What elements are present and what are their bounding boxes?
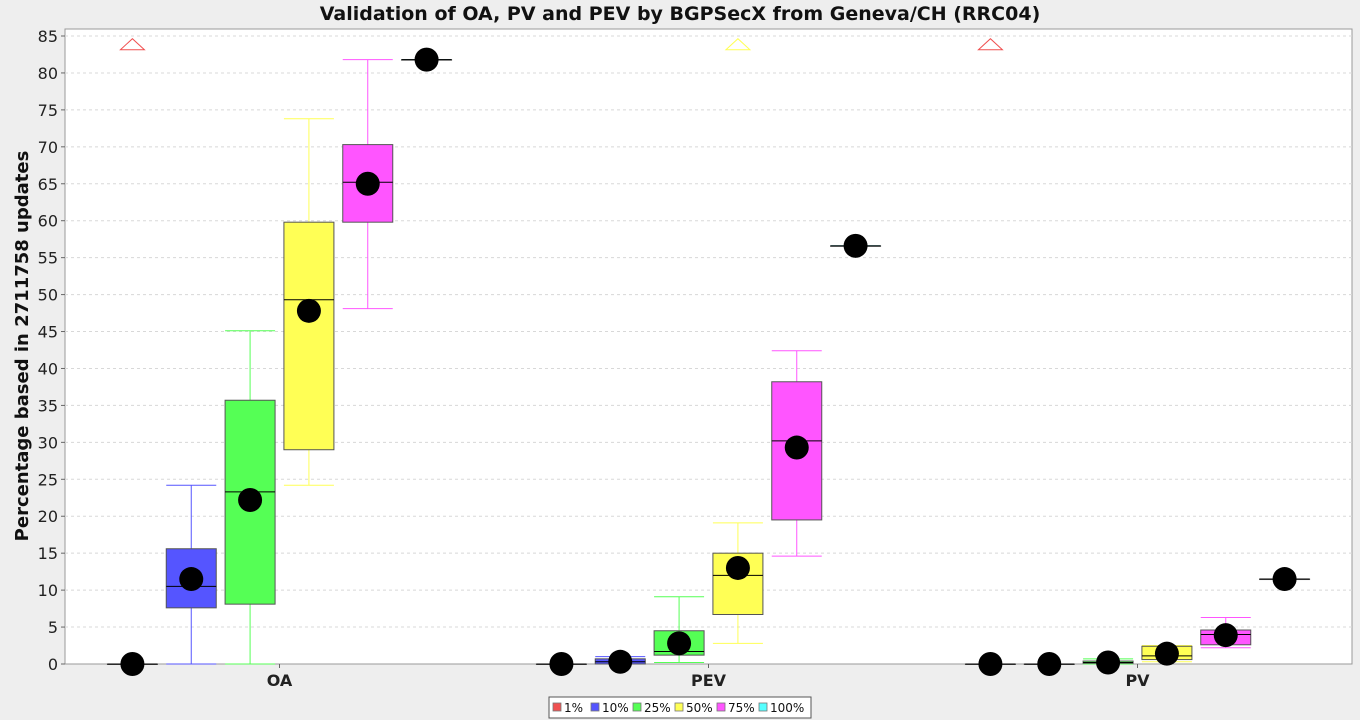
y-tick-label: 85	[38, 27, 58, 46]
mean-marker	[296, 298, 321, 323]
mean-marker	[1154, 641, 1179, 666]
mean-marker	[355, 171, 380, 196]
mean-marker	[238, 487, 263, 512]
box-OA-75%	[342, 59, 394, 310]
box-PEV-75%	[771, 350, 823, 557]
mean-marker	[414, 47, 439, 72]
y-tick-label: 0	[48, 655, 58, 674]
box-PV-25%	[1082, 650, 1134, 675]
legend-item: 50%	[674, 701, 713, 715]
box-OA-25%	[224, 330, 276, 665]
chart-title: Validation of OA, PV and PEV by BGPSecX …	[320, 3, 1041, 25]
legend-swatch	[632, 702, 642, 712]
box-PV-75%	[1200, 616, 1252, 649]
y-tick-label: 65	[38, 175, 58, 194]
legend-item: 75%	[716, 701, 755, 715]
box-OA-10%	[165, 484, 217, 665]
y-tick-label: 50	[38, 286, 58, 305]
mean-marker	[667, 631, 692, 656]
outlier-indicator	[977, 38, 1004, 51]
y-tick-label: 70	[38, 138, 58, 157]
y-tick-label: 60	[38, 212, 58, 231]
box-OA-1%	[106, 38, 158, 676]
y-axis-ticks: 0 5 10 15 20 25 30 35 40 45 50 55 60 65 70 75 80 85	[38, 27, 65, 674]
y-axis-label: Percentage based in 2711758 updates	[12, 151, 33, 542]
legend-label: 100%	[770, 701, 804, 715]
legend-item: 1%	[552, 701, 583, 715]
outlier-indicator	[724, 38, 752, 51]
box-PEV-1%	[535, 652, 587, 676]
legend-swatch	[590, 702, 600, 712]
legend-label: 75%	[728, 701, 755, 715]
mean-marker	[1096, 650, 1121, 675]
plot-area	[64, 28, 1353, 665]
legend-item: 100%	[758, 701, 804, 715]
y-tick-label: 15	[38, 544, 58, 563]
mean-marker	[843, 233, 868, 258]
y-tick-label: 30	[38, 433, 58, 452]
legend-label: 50%	[686, 701, 713, 715]
x-category-label: PEV	[691, 671, 727, 690]
box-PEV-50%	[712, 38, 764, 644]
legend-label: 10%	[602, 701, 629, 715]
box-PV-10%	[1023, 652, 1075, 676]
y-tick-label: 75	[38, 101, 58, 120]
mean-marker	[1272, 567, 1297, 592]
legend-item: 25%	[632, 701, 671, 715]
y-tick-label: 35	[38, 396, 58, 415]
legend-swatch	[552, 702, 562, 712]
y-tick-label: 45	[38, 323, 58, 342]
y-tick-label: 20	[38, 507, 58, 526]
legend-label: 25%	[644, 701, 671, 715]
x-category-label: PV	[1125, 671, 1150, 690]
mean-marker	[179, 567, 204, 592]
mean-marker	[608, 649, 633, 674]
mean-marker	[1037, 652, 1062, 676]
mean-marker	[725, 555, 750, 580]
box-PV-50%	[1141, 641, 1193, 666]
box-PV-100%	[1259, 567, 1311, 592]
legend-swatch	[716, 702, 726, 712]
mean-marker	[978, 652, 1003, 676]
box-OA-100%	[401, 47, 453, 72]
x-axis-categories: OA PEV PV	[267, 664, 1150, 690]
mean-marker	[120, 652, 145, 676]
mean-marker	[784, 435, 809, 460]
legend: 1% 10% 25% 50% 75% 100%	[548, 696, 812, 719]
y-tick-label: 25	[38, 470, 58, 489]
y-tick-label: 5	[48, 618, 58, 637]
legend-swatch	[674, 702, 684, 712]
legend-label: 1%	[564, 701, 583, 715]
outlier-indicator	[119, 38, 146, 51]
legend-item: 10%	[590, 701, 629, 715]
box-iqr	[283, 221, 335, 451]
box-PEV-25%	[653, 596, 705, 664]
boxes	[106, 38, 1311, 676]
grid-lines	[65, 35, 1352, 628]
box-PEV-10%	[594, 649, 646, 674]
y-tick-label: 55	[38, 249, 58, 268]
y-tick-label: 10	[38, 581, 58, 600]
mean-marker	[1213, 623, 1238, 648]
legend-swatch	[758, 702, 768, 712]
box-PV-1%	[964, 38, 1016, 676]
box-OA-50%	[283, 118, 335, 486]
x-category-label: OA	[267, 671, 293, 690]
mean-marker	[549, 652, 574, 676]
y-tick-label: 80	[38, 64, 58, 83]
box-PEV-100%	[830, 233, 882, 258]
y-tick-label: 40	[38, 359, 58, 378]
